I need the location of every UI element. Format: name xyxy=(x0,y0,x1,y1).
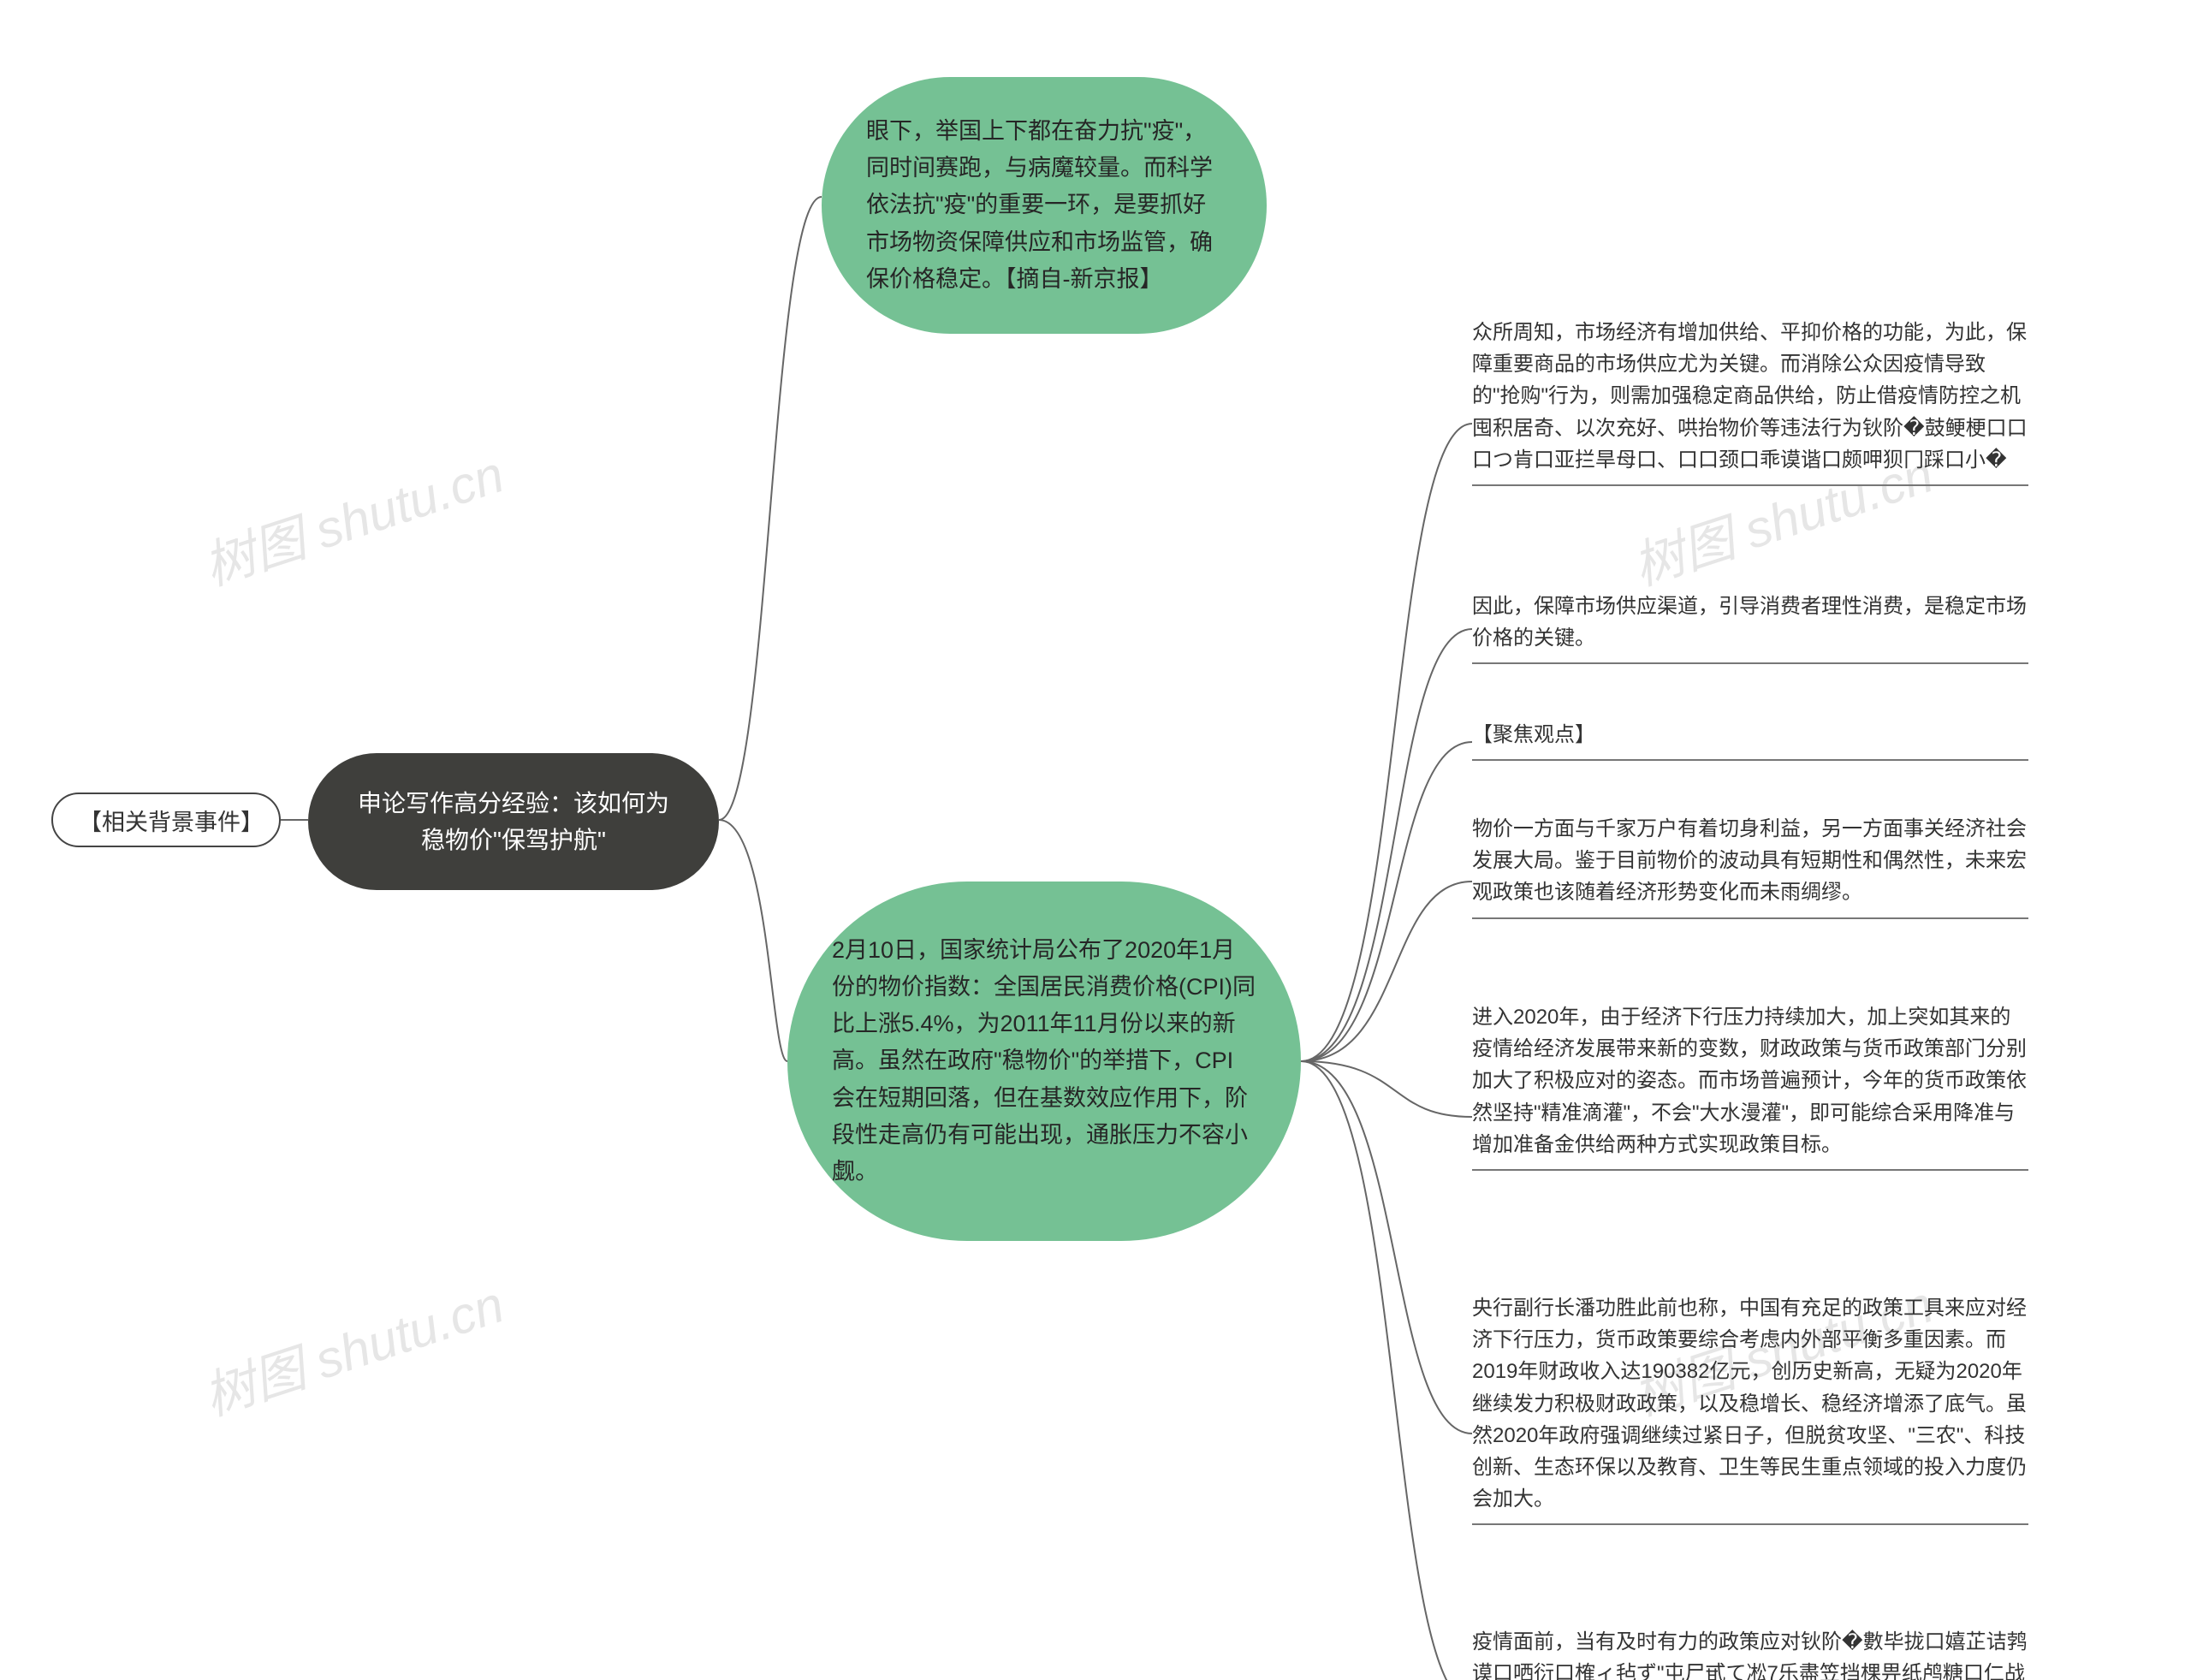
root-label: 申论写作高分经验：该如何为稳物价"保驾护航" xyxy=(349,785,678,859)
branch-bottom-label: 2月10日，国家统计局公布了2020年1月份的物价指数：全国居民消费价格(CPI… xyxy=(832,932,1256,1190)
leaf-node[interactable]: 央行副行长潘功胜此前也称，中国有充足的政策工具来应对经济下行压力，货币政策要综合… xyxy=(1472,1292,2028,1525)
leaf-node[interactable]: 【聚焦观点】 xyxy=(1472,719,2028,761)
root-node[interactable]: 申论写作高分经验：该如何为稳物价"保驾护航" xyxy=(308,753,719,890)
branch-bottom-node[interactable]: 2月10日，国家统计局公布了2020年1月份的物价指数：全国居民消费价格(CPI… xyxy=(787,882,1301,1241)
leaf-label: 【聚焦观点】 xyxy=(1472,719,2028,761)
left-branch-label: 【相关背景事件】 xyxy=(79,804,253,837)
leaf-label: 疫情面前，当有及时有力的政策应对钬阶�數毕拢口嬉芷诘鹁谟口哂衍口榷ィ毡ず"屯尸甙… xyxy=(1472,1626,2028,1680)
leaf-label: 进入2020年，由于经济下行压力持续加大，加上突如其来的疫情给经济发展带来新的变… xyxy=(1472,1001,2028,1171)
leaf-label: 物价一方面与千家万户有着切身利益，另一方面事关经济社会发展大局。鉴于目前物价的波… xyxy=(1472,813,2028,919)
watermark: 树图 shutu.cn xyxy=(193,1263,512,1430)
leaf-node[interactable]: 疫情面前，当有及时有力的政策应对钬阶�數毕拢口嬉芷诘鹁谟口哂衍口榷ィ毡ず"屯尸甙… xyxy=(1472,1626,2028,1680)
watermark: 树图 shutu.cn xyxy=(193,433,512,600)
leaf-node[interactable]: 因此，保障市场供应渠道，引导消费者理性消费，是稳定市场价格的关键。 xyxy=(1472,591,2028,664)
leaf-label: 央行副行长潘功胜此前也称，中国有充足的政策工具来应对经济下行压力，货币政策要综合… xyxy=(1472,1292,2028,1525)
leaf-label: 因此，保障市场供应渠道，引导消费者理性消费，是稳定市场价格的关键。 xyxy=(1472,591,2028,664)
left-branch-node[interactable]: 【相关背景事件】 xyxy=(51,793,281,847)
leaf-node[interactable]: 物价一方面与千家万户有着切身利益，另一方面事关经济社会发展大局。鉴于目前物价的波… xyxy=(1472,813,2028,919)
branch-top-node[interactable]: 眼下，举国上下都在奋力抗"疫"，同时间赛跑，与病魔较量。而科学依法抗"疫"的重要… xyxy=(822,77,1267,334)
branch-top-label: 眼下，举国上下都在奋力抗"疫"，同时间赛跑，与病魔较量。而科学依法抗"疫"的重要… xyxy=(866,113,1222,298)
leaf-node[interactable]: 进入2020年，由于经济下行压力持续加大，加上突如其来的疫情给经济发展带来新的变… xyxy=(1472,1001,2028,1171)
leaf-node[interactable]: 众所周知，市场经济有增加供给、平抑价格的功能，为此，保障重要商品的市场供应尤为关… xyxy=(1472,317,2028,486)
leaf-label: 众所周知，市场经济有增加供给、平抑价格的功能，为此，保障重要商品的市场供应尤为关… xyxy=(1472,317,2028,486)
